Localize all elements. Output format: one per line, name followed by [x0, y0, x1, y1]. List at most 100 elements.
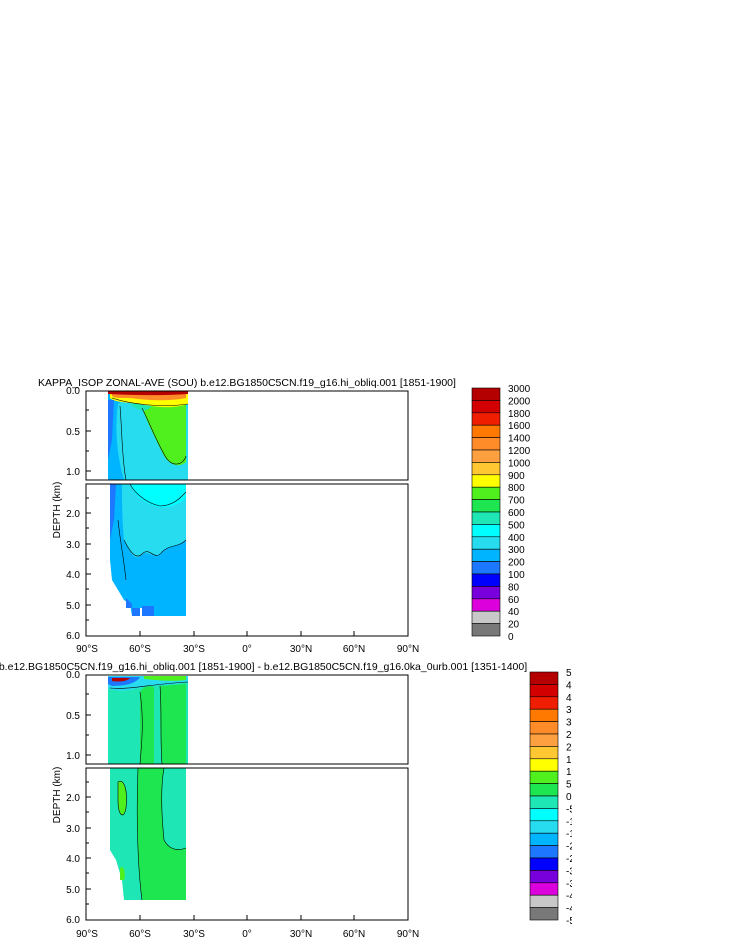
chart-2-ylabel: DEPTH (km) — [52, 767, 63, 824]
colorbar-label: 500 — [508, 520, 525, 531]
chart-2-upper-fill — [108, 676, 189, 765]
chart-1-ytick: 2.0 — [66, 509, 80, 520]
colorbar-label: 2000 — [508, 396, 531, 407]
chart-1-ytick: 0.5 — [66, 427, 80, 438]
colorbar-swatch — [471, 387, 501, 401]
chart-2-xtick: 30°N — [290, 929, 312, 940]
colorbar-swatch — [529, 870, 559, 884]
colorbar-label: 800 — [508, 483, 525, 494]
colorbar-label: 40 — [508, 607, 520, 618]
colorbar-label: 900 — [508, 471, 525, 482]
colorbar-label: 200 — [508, 558, 525, 569]
lower2-contour-2 — [161, 767, 187, 850]
colorbar-label: 0 — [508, 632, 514, 643]
colorbar-swatch — [529, 721, 559, 735]
colorbar-swatch — [529, 733, 559, 747]
chart-1-ytick: 3.0 — [66, 540, 80, 551]
upper-contour-3 — [111, 397, 189, 406]
colorbar-label: 4 — [566, 680, 572, 691]
chart-2-ytick: 6.0 — [66, 915, 80, 926]
upper2-surface-green — [144, 676, 186, 681]
upper2-contour-1 — [139, 691, 143, 765]
upper2-green-fill — [140, 685, 154, 764]
colorbar-swatch — [471, 573, 501, 587]
chart-2-ytick: 2.0 — [66, 793, 80, 804]
chart-2-ytick: 3.0 — [66, 824, 80, 835]
colorbar-label: 5 — [566, 780, 572, 791]
upper-contour-2 — [141, 407, 187, 465]
colorbar-swatch — [471, 499, 501, 513]
chart-2-xtick: 90°S — [76, 929, 98, 940]
colorbar-label: 400 — [508, 533, 525, 544]
colorbar-label: 1 — [566, 755, 572, 766]
chart-1-xtick: 60°S — [129, 644, 151, 655]
upper-surface-orange — [112, 394, 186, 401]
colorbar-swatch — [529, 684, 559, 698]
colorbar-swatch — [529, 894, 559, 908]
chart-1-xtick: 90°N — [397, 644, 419, 655]
upper-surface-red — [108, 391, 188, 396]
colorbar-label: 600 — [508, 508, 525, 519]
colorbar-swatch — [471, 424, 501, 438]
colorbar-swatch — [471, 524, 501, 538]
lower-cyan-bright — [130, 484, 186, 508]
colorbar-swatch — [529, 832, 559, 846]
chart-1-xtick: 30°N — [290, 644, 312, 655]
chart-1-title: KAPPA_ISOP ZONAL-AVE (SOU) b.e12.BG1850C… — [38, 377, 456, 389]
chart-1-xticks: 90°S 60°S 30°S 0° 30°N 60°N 90°N — [76, 644, 419, 655]
chart-1-ytick: 0.0 — [66, 386, 80, 397]
colorbar-label: 3 — [566, 705, 572, 716]
colorbar-swatch — [529, 758, 559, 772]
chart-2-ytick: 1.0 — [66, 751, 80, 762]
colorbar-label: 3000 — [508, 384, 531, 395]
colorbar-swatch — [529, 820, 559, 834]
lower2-contour-1 — [136, 767, 143, 901]
chart-2-ytick: 0.5 — [66, 711, 80, 722]
colorbar-swatch — [529, 907, 559, 921]
colorbar-swatch — [471, 412, 501, 426]
colorbar-label: -5 — [566, 916, 575, 927]
colorbar-label: 60 — [508, 595, 520, 606]
colorbar-swatch — [471, 449, 501, 463]
colorbar-label: -2 — [566, 842, 575, 853]
lower-blue-streak — [110, 484, 116, 540]
colorbar-swatch — [471, 486, 501, 500]
colorbar-swatch — [529, 708, 559, 722]
chart-2-xtick-marks — [139, 915, 355, 920]
lower-bottom-blue — [126, 598, 140, 616]
colorbar-label: 20 — [508, 620, 520, 631]
colorbar-label: 700 — [508, 496, 525, 507]
lower-contour-3 — [117, 519, 127, 581]
chart-1-ytick: 4.0 — [66, 570, 80, 581]
chart-2-yticks: 0.0 0.5 1.0 2.0 3.0 4.0 5.0 6.0 — [66, 670, 80, 926]
chart-1-ytick: 6.0 — [66, 631, 80, 642]
chart-1-ytick: 5.0 — [66, 601, 80, 612]
upper-contour-1 — [119, 405, 127, 481]
lower-contour-1 — [129, 483, 187, 507]
colorbar-label: 1400 — [508, 434, 531, 445]
lower2-green-spot — [118, 781, 127, 815]
colorbar-label: -2 — [566, 854, 575, 865]
upper-green-fill — [142, 400, 186, 466]
chart-1-xtick: 60°N — [343, 644, 365, 655]
colorbar-swatch — [529, 795, 559, 809]
colorbar-label: 1 — [566, 767, 572, 778]
chart-1-xtick: 30°S — [183, 644, 205, 655]
chart-1-xtick-marks — [139, 631, 355, 636]
chart-1-colorbar: 3000200018001600140012001000900800700600… — [471, 384, 531, 643]
colorbar-swatch — [471, 511, 501, 525]
chart-1-xtick: 90°S — [76, 644, 98, 655]
chart-2-ytick-marks — [86, 674, 91, 905]
colorbar-label: 2 — [566, 742, 572, 753]
chart-1: KAPPA_ISOP ZONAL-AVE (SOU) b.e12.BG1850C… — [38, 377, 531, 655]
lower2-contour-3 — [117, 780, 127, 816]
colorbar-label: 1800 — [508, 409, 531, 420]
colorbar-label: 4 — [566, 693, 572, 704]
colorbar-label: 1000 — [508, 458, 531, 469]
chart-2-xticks: 90°S 60°S 30°S 0° 30°N 60°N 90°N — [76, 929, 419, 940]
upper2-contour-3 — [109, 681, 189, 689]
colorbar-label: -3 — [566, 866, 575, 877]
colorbar-label: 1200 — [508, 446, 531, 457]
